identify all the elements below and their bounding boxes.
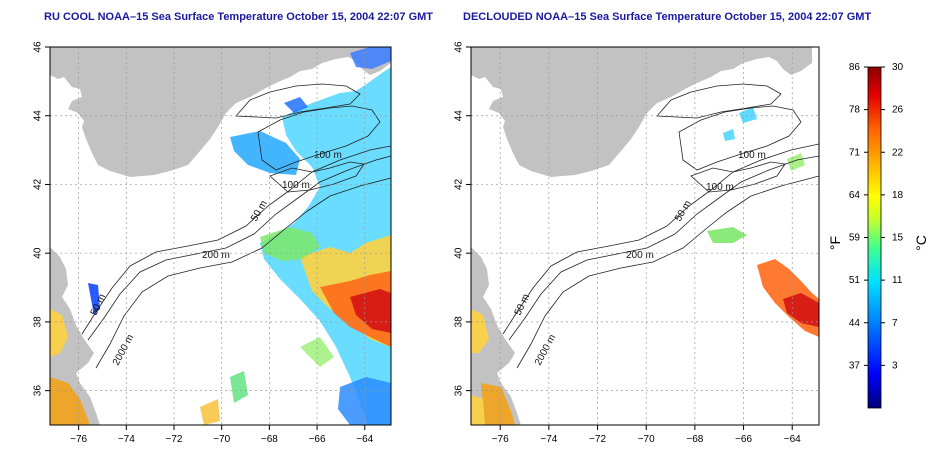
left-map-panel: 100 m 100 m 50 m 200 m 50 m 2000 m −76 −7…: [33, 41, 392, 445]
isobath-label: 100 m: [706, 182, 734, 193]
y-tick-label: 42: [33, 178, 44, 190]
x-tick-label: −72: [166, 434, 183, 445]
isobath-contours-right: [502, 83, 819, 369]
fahrenheit-unit-label: °F: [827, 236, 843, 250]
x-tick-label: −76: [492, 434, 509, 445]
x-tick-label: −76: [70, 434, 87, 445]
fahrenheit-tick-label: 71: [849, 147, 861, 158]
celsius-unit-label: °C: [913, 235, 929, 251]
y-tick-label: 42: [454, 178, 465, 190]
isobath-label: 100 m: [282, 180, 310, 191]
y-tick-label: 38: [454, 316, 465, 328]
y-tick-label: 38: [33, 316, 44, 328]
x-tick-label: −74: [540, 434, 557, 445]
map-frame-right: [470, 46, 820, 426]
isobath-label: 100 m: [314, 150, 342, 161]
colorbar-gradient: [867, 66, 882, 409]
celsius-tick-label: 26: [892, 105, 904, 116]
celsius-tick-label: 7: [892, 318, 898, 329]
sst-patches-right: [471, 107, 819, 425]
y-tick-label: 36: [33, 385, 44, 397]
fahrenheit-tick-label: 78: [849, 105, 861, 116]
y-tick-label: 40: [33, 247, 44, 259]
isobath-label: 100 m: [738, 150, 766, 161]
x-tick-label: −68: [261, 434, 278, 445]
x-tick-label: −72: [589, 434, 606, 445]
x-tick-label: −74: [118, 434, 135, 445]
x-tick-label: −70: [213, 434, 230, 445]
x-tick-label: −68: [686, 434, 703, 445]
fahrenheit-tick-label: 44: [849, 318, 861, 329]
x-tick-label: −66: [735, 434, 752, 445]
fahrenheit-tick-label: 51: [849, 275, 861, 286]
celsius-tick-label: 18: [892, 190, 904, 201]
isobath-label: 200 m: [202, 250, 230, 261]
axis-ticks-left: −76 −74 −72 −70 −68 −66 −64 36 38 40 42 44 46: [33, 41, 374, 445]
x-tick-label: −70: [638, 434, 655, 445]
fahrenheit-tick-label: 64: [849, 190, 861, 201]
y-tick-label: 36: [454, 385, 465, 397]
y-tick-label: 46: [454, 41, 465, 53]
map-frame-left: [49, 46, 392, 426]
y-tick-label: 44: [454, 110, 465, 122]
celsius-tick-label: 3: [892, 360, 898, 371]
right-map-panel: 100 m 100 m 50 m 200 m 50 m 2000 m −76 −7…: [454, 41, 820, 445]
isobath-contours-left: [81, 83, 391, 369]
left-panel-title: RU COOL NOAA–15 Sea Surface Temperature …: [44, 11, 434, 23]
x-tick-label: −64: [356, 434, 373, 445]
x-tick-label: −66: [309, 434, 326, 445]
colorbar-ticks: 86 78 71 64 59 51 44 37 30 26 22 18 15 11 7 3: [849, 62, 904, 371]
y-tick-label: 46: [33, 41, 44, 53]
fahrenheit-tick-label: 59: [849, 233, 861, 244]
celsius-tick-label: 11: [892, 275, 903, 286]
fahrenheit-tick-label: 37: [849, 360, 861, 371]
right-panel-title: DECLOUDED NOAA–15 Sea Surface Temperatur…: [463, 11, 872, 23]
grid-left: [50, 46, 391, 425]
fahrenheit-tick-label: 86: [849, 62, 861, 73]
celsius-tick-label: 15: [892, 233, 904, 244]
y-tick-label: 40: [454, 247, 465, 259]
y-tick-label: 44: [33, 110, 44, 122]
celsius-tick-label: 30: [892, 62, 904, 73]
colorbar: 86 78 71 64 59 51 44 37 30 26 22 18 15 11 7 3 °F °C: [827, 62, 929, 409]
celsius-tick-label: 22: [892, 147, 904, 158]
x-tick-label: −64: [784, 434, 801, 445]
axis-ticks-right: −76 −74 −72 −70 −68 −66 −64 36 38 40 42 44 46: [454, 41, 802, 445]
isobath-label: 200 m: [626, 250, 654, 261]
